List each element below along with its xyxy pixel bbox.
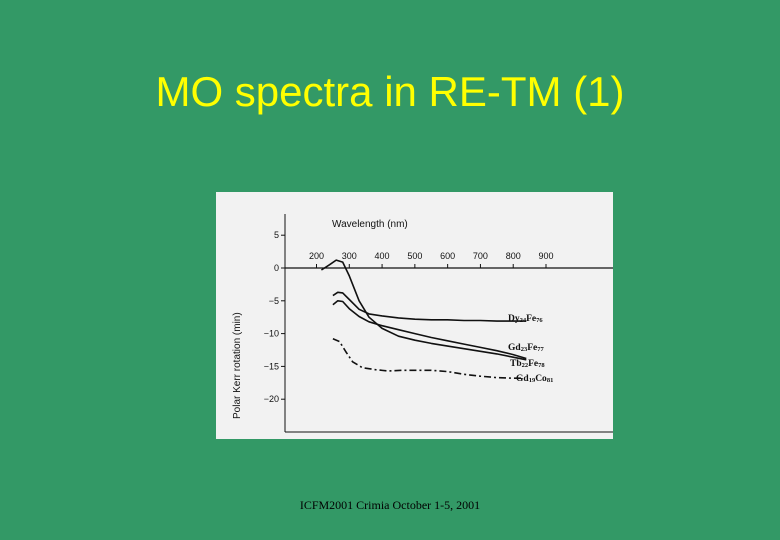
y-axis-label: Polar Kerr rotation (min)	[232, 312, 243, 419]
x-tick-label: 500	[407, 251, 422, 261]
chart-axes	[284, 214, 613, 433]
x-tick-label: 600	[440, 251, 455, 261]
slide-footer: ICFM2001 Crimia October 1-5, 2001	[299, 498, 481, 512]
y-tick-label: −20	[264, 394, 279, 404]
x-tick-label: 300	[342, 251, 357, 261]
x-tick-label: 200	[309, 251, 324, 261]
y-tick-label: −15	[264, 361, 279, 371]
series-line-gd23fe77	[332, 291, 527, 322]
x-tick-label: 400	[375, 251, 390, 261]
chart-series-labels: Dy24Fe76 Gd23Fe77 Tb22Fe78 Gd19Co81	[508, 314, 553, 384]
chart-figure: 5 0 −5 −10 −15 −20 200 300 400 500 600 700 800 900 Dy…	[216, 192, 613, 439]
series-label-dy24fe76: Dy24Fe76	[508, 314, 543, 324]
series-line-gd19co81	[332, 338, 523, 379]
series-label-tb22fe78: Tb22Fe78	[510, 359, 545, 369]
x-tick-label: 900	[538, 251, 553, 261]
chart-ticks: 5 0 −5 −10 −15 −20 200 300 400 500 600 700 800 900	[264, 230, 554, 404]
chart-series-lines	[320, 259, 527, 379]
series-label-gd23fe77: Gd23Fe77	[508, 343, 544, 353]
slide-title: MO spectra in RE-TM (1)	[155, 68, 625, 115]
y-tick-label: −10	[264, 329, 279, 339]
series-line-dy24fe76	[320, 259, 527, 361]
series-label-gd19co81: Gd19Co81	[516, 374, 553, 384]
x-tick-label: 700	[473, 251, 488, 261]
kerr-rotation-chart: 5 0 −5 −10 −15 −20 200 300 400 500 600 700 800 900 Dy…	[232, 214, 613, 433]
y-tick-label: 5	[274, 230, 279, 240]
series-line-tb22fe78	[332, 300, 527, 360]
x-tick-label: 800	[506, 251, 521, 261]
y-tick-label: −5	[269, 296, 279, 306]
y-tick-label: 0	[274, 263, 279, 273]
x-axis-label: Wavelength (nm)	[332, 219, 408, 230]
